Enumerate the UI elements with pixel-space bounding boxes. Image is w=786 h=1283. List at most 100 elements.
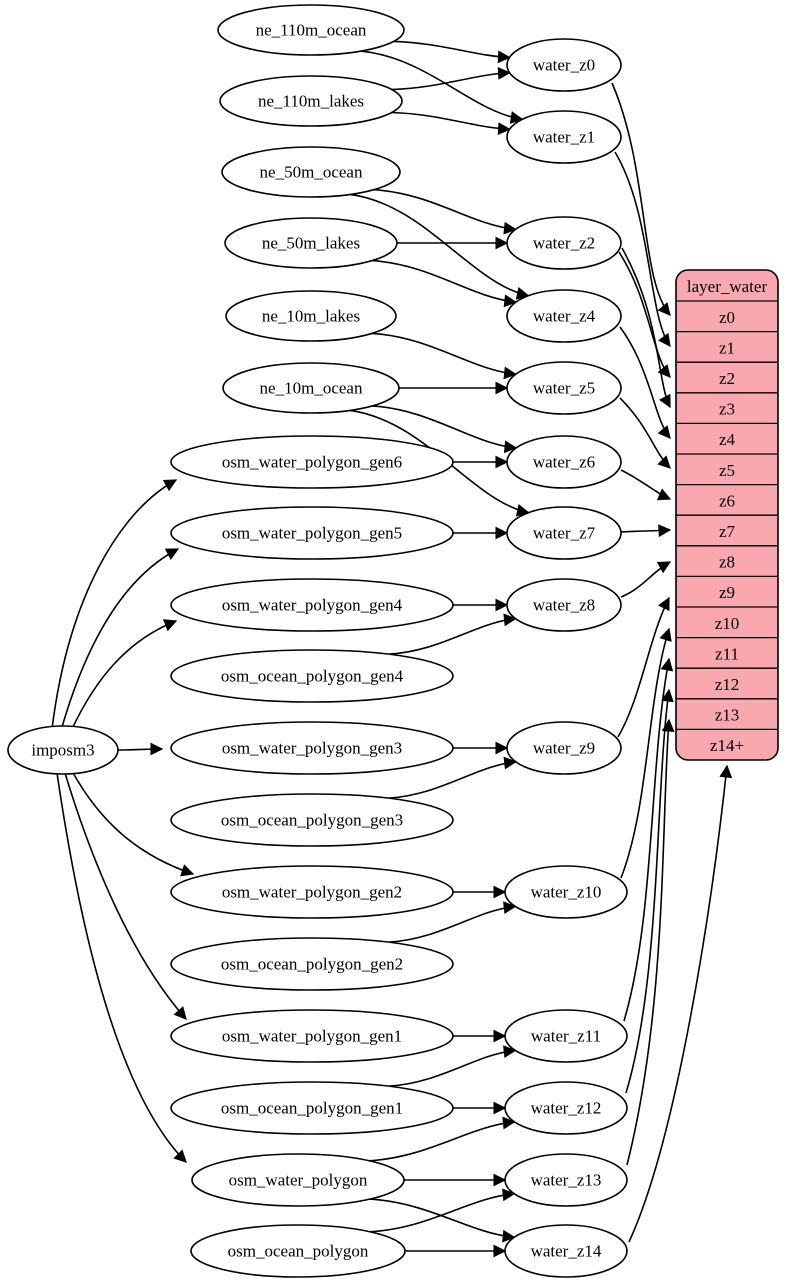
node-shape-ne_50m_ocean <box>221 146 401 198</box>
node-water_z10: water_z10 <box>504 865 628 919</box>
node-shape-ne_110m_ocean <box>217 4 405 56</box>
edge-water_z2-to-layer_water-z3 <box>621 247 671 409</box>
node-label-water_z12: water_z12 <box>531 1099 602 1118</box>
node-shape-water_z5 <box>506 361 622 415</box>
node-label-ne_50m_ocean: ne_50m_ocean <box>260 163 363 182</box>
node-shape-osm_water_polygon_gen6 <box>170 435 454 489</box>
node-label-ne_10m_ocean: ne_10m_ocean <box>260 379 363 398</box>
record-title: layer_water <box>687 277 768 296</box>
edge-osm_ocean_polygon_gen4-to-water_z8 <box>389 613 517 655</box>
edge-imposm3-to-osm_water_polygon_gen4 <box>71 619 178 730</box>
node-osm_water_polygon_gen2: osm_water_polygon_gen2 <box>170 865 454 919</box>
record-row-z11: z11 <box>715 644 739 663</box>
node-water_z0: water_z0 <box>506 38 622 92</box>
node-water_z7: water_z7 <box>506 506 622 560</box>
node-water_z4: water_z4 <box>506 289 622 343</box>
node-osm_water_polygon_gen1: osm_water_polygon_gen1 <box>170 1009 454 1063</box>
record-row-z12: z12 <box>715 675 740 694</box>
edge-ne_50m_ocean-to-water_z4 <box>350 193 530 300</box>
node-osm_water_polygon_gen6: osm_water_polygon_gen6 <box>170 435 454 489</box>
node-shape-water_z10 <box>504 865 628 919</box>
node-label-water_z1: water_z1 <box>533 128 595 147</box>
node-label-osm_water_polygon_gen2: osm_water_polygon_gen2 <box>222 883 402 902</box>
edge-water_z14-to-layer_water-z14+ <box>628 764 733 1243</box>
node-water_z5: water_z5 <box>506 361 622 415</box>
node-shape-water_z1 <box>506 110 622 164</box>
node-shape-osm_water_polygon_gen1 <box>170 1009 454 1063</box>
node-osm_ocean_polygon_gen4: osm_ocean_polygon_gen4 <box>170 649 454 703</box>
node-label-osm_ocean_polygon_gen1: osm_ocean_polygon_gen1 <box>221 1099 403 1118</box>
record-row-z3: z3 <box>719 400 735 419</box>
edge-imposm3-to-osm_water_polygon_gen5 <box>61 548 180 728</box>
node-shape-ne_10m_ocean <box>222 362 400 414</box>
edge-water_z6-to-layer_water-z6 <box>620 469 672 501</box>
node-shape-osm_water_polygon_gen3 <box>170 721 454 775</box>
record-row-z5: z5 <box>719 461 735 480</box>
edge-imposm3-to-osm_water_polygon <box>56 772 187 1163</box>
record-row-z9: z9 <box>719 583 735 602</box>
node-shape-water_z12 <box>504 1081 628 1135</box>
node-label-water_z14: water_z14 <box>531 1242 602 1261</box>
node-ne_110m_lakes: ne_110m_lakes <box>219 75 403 127</box>
node-label-osm_ocean_polygon_gen3: osm_ocean_polygon_gen3 <box>221 811 403 830</box>
node-shape-water_z2 <box>506 216 622 270</box>
node-label-water_z6: water_z6 <box>533 453 595 472</box>
node-osm_ocean_polygon_gen1: osm_ocean_polygon_gen1 <box>170 1081 454 1135</box>
node-shape-osm_ocean_polygon_gen3 <box>170 793 454 847</box>
node-label-water_z4: water_z4 <box>533 307 596 326</box>
edge-ne_50m_ocean-to-water_z2 <box>373 188 517 235</box>
node-shape-osm_water_polygon_gen4 <box>170 578 454 632</box>
edge-osm_ocean_polygon_gen2-to-water_z10 <box>388 901 517 943</box>
edge-ne_110m_ocean-to-water_z1 <box>360 50 524 124</box>
node-label-water_z5: water_z5 <box>533 379 595 398</box>
node-osm_water_polygon: osm_water_polygon <box>191 1153 405 1207</box>
edge-imposm3-to-osm_water_polygon_gen6 <box>51 479 178 730</box>
node-osm_water_polygon_gen4: osm_water_polygon_gen4 <box>170 578 454 632</box>
node-shape-ne_10m_lakes <box>225 290 397 342</box>
node-label-osm_water_polygon_gen4: osm_water_polygon_gen4 <box>222 596 403 615</box>
edge-imposm3-to-osm_water_polygon_gen3 <box>117 742 164 756</box>
node-shape-osm_water_polygon_gen5 <box>170 506 454 560</box>
node-water_z6: water_z6 <box>506 435 622 489</box>
edge-water_z11-to-layer_water-z11 <box>623 657 674 1022</box>
node-label-ne_10m_lakes: ne_10m_lakes <box>262 307 360 326</box>
node-shape-water_z7 <box>506 506 622 560</box>
record-row-z14plus: z14+ <box>710 736 744 755</box>
edges-layer <box>51 40 733 1258</box>
node-shape-osm_ocean_polygon_gen4 <box>170 649 454 703</box>
node-label-osm_water_polygon: osm_water_polygon <box>229 1171 368 1190</box>
node-shape-ne_110m_lakes <box>219 75 403 127</box>
node-water_z11: water_z11 <box>504 1009 628 1063</box>
node-ne_10m_ocean: ne_10m_ocean <box>222 362 400 414</box>
edge-water_z2-to-layer_water-z2 <box>618 251 671 378</box>
record-row-z1: z1 <box>719 338 735 357</box>
node-shape-water_z8 <box>506 578 622 632</box>
edge-water_z4-to-layer_water-z4 <box>619 326 671 439</box>
edge-imposm3-to-osm_water_polygon_gen1 <box>64 772 187 1020</box>
node-shape-water_z11 <box>504 1009 628 1063</box>
node-label-water_z0: water_z0 <box>533 56 595 75</box>
node-label-ne_110m_ocean: ne_110m_ocean <box>256 21 367 40</box>
node-imposm3: imposm3 <box>7 725 119 775</box>
node-label-osm_water_polygon_gen5: osm_water_polygon_gen5 <box>222 524 402 543</box>
node-water_z12: water_z12 <box>504 1081 628 1135</box>
node-label-water_z11: water_z11 <box>531 1027 601 1046</box>
edge-osm_water_polygon-to-water_z12 <box>369 1116 516 1162</box>
node-osm_water_polygon_gen5: osm_water_polygon_gen5 <box>170 506 454 560</box>
node-label-osm_ocean_polygon: osm_ocean_polygon <box>228 1242 369 1261</box>
node-label-imposm3: imposm3 <box>31 741 94 760</box>
node-label-osm_ocean_polygon_gen2: osm_ocean_polygon_gen2 <box>221 955 403 974</box>
node-ne_10m_lakes: ne_10m_lakes <box>225 290 397 342</box>
node-label-osm_water_polygon_gen1: osm_water_polygon_gen1 <box>222 1027 402 1046</box>
node-ne_50m_ocean: ne_50m_ocean <box>221 146 401 198</box>
edge-water_z0-to-layer_water-z0 <box>611 82 671 316</box>
edge-osm_water_polygon-to-water_z14 <box>369 1198 516 1243</box>
record-row-z2: z2 <box>719 369 735 388</box>
nodes-layer: imposm3 ne_110m_ocean ne_110m_lakes ne_50m_… <box>7 4 628 1278</box>
record-layer: layer_water z0 z1 z2 z3 z4 z5 z6 z7 z8 z9 z10 z11 z12… <box>675 269 779 761</box>
node-osm_ocean_polygon_gen3: osm_ocean_polygon_gen3 <box>170 793 454 847</box>
record-row-z13: z13 <box>715 706 740 725</box>
record-row-z0: z0 <box>719 308 735 327</box>
